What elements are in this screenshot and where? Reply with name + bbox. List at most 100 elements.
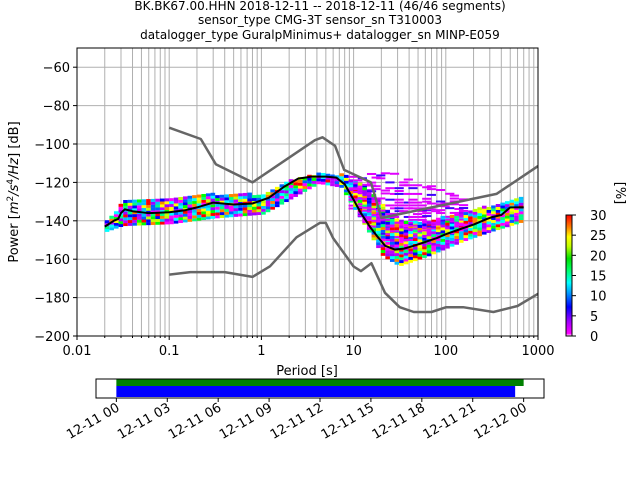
density-cell (192, 209, 197, 213)
density-cell (371, 234, 377, 238)
density-cell (380, 206, 386, 210)
density-cell (302, 180, 308, 184)
density-cell (431, 234, 436, 238)
density-cell (389, 253, 395, 257)
density-cell (169, 198, 174, 202)
density-cell (288, 190, 294, 194)
density-cell (454, 215, 459, 219)
density-cell (472, 226, 478, 230)
density-cell (412, 246, 418, 250)
density-cell (472, 208, 478, 212)
density-cell (445, 228, 450, 232)
density-cell (514, 218, 519, 222)
density-cell (389, 258, 395, 262)
density-cell (141, 216, 147, 220)
density-cell (136, 216, 142, 220)
density-cell (118, 203, 124, 207)
density-cell (454, 227, 459, 231)
timeline-tick-label: 12-12 00 (472, 400, 530, 442)
y-tick-label: −120 (34, 176, 70, 191)
density-cell (440, 238, 446, 242)
density-cell (385, 247, 390, 251)
density-cell (514, 209, 519, 213)
density-cell (518, 208, 524, 212)
density-cell (353, 206, 358, 210)
density-cell (385, 204, 395, 207)
density-cell (403, 241, 409, 245)
density-cell (454, 241, 459, 245)
density-cell (445, 225, 450, 229)
density-cell (109, 224, 114, 228)
density-cell (403, 249, 409, 253)
density-cell (330, 183, 335, 187)
density-cell (385, 241, 390, 245)
density-cell (486, 206, 492, 210)
density-cell (205, 207, 211, 211)
density-cell (173, 200, 179, 204)
density-cell (389, 250, 395, 254)
density-cell (330, 174, 335, 178)
density-cell (348, 179, 354, 183)
density-cell (376, 177, 386, 180)
density-cell (307, 177, 312, 181)
density-cell (380, 224, 386, 228)
density-cell (293, 185, 298, 189)
density-cell (201, 196, 206, 200)
density-cell (468, 216, 473, 220)
density-cell (159, 218, 165, 222)
density-cell (362, 210, 367, 214)
density-cell (417, 256, 423, 260)
density-cell (408, 251, 413, 255)
density-cell (435, 212, 446, 215)
density-cell (136, 222, 142, 226)
density-cell (449, 229, 455, 233)
density-cell (261, 200, 266, 204)
density-cell (486, 221, 492, 225)
density-cell (141, 207, 147, 211)
density-cell (412, 201, 423, 204)
density-cell (426, 208, 436, 211)
density-cell (113, 222, 119, 226)
density-cell (399, 204, 409, 207)
density-cell (104, 220, 110, 224)
density-cell (247, 198, 252, 202)
density-cell (155, 198, 160, 202)
density-cell (210, 198, 216, 202)
density-cell (348, 185, 354, 189)
density-cell (449, 226, 455, 230)
density-cell (431, 239, 436, 243)
density-cell (247, 192, 252, 196)
density-cell (486, 218, 492, 222)
density-cell (495, 221, 501, 225)
density-cell (495, 224, 501, 228)
density-cell (196, 211, 202, 215)
density-cell (132, 216, 137, 220)
density-cell (440, 227, 446, 231)
density-cell (477, 224, 482, 228)
density-cell (481, 220, 487, 224)
density-cell (435, 226, 441, 230)
density-cell (440, 215, 446, 219)
density-cell (376, 174, 386, 177)
density-cell (362, 213, 367, 217)
density-cell (270, 189, 275, 193)
x-tick-label: 100 (433, 344, 458, 359)
density-cell (316, 178, 321, 182)
density-cell (463, 220, 469, 224)
density-cell (265, 200, 271, 204)
density-cell (458, 234, 464, 238)
density-cell (215, 195, 220, 199)
density-cell (353, 192, 358, 196)
density-cell (408, 222, 413, 226)
density-cell (182, 219, 188, 223)
density-cell (394, 244, 400, 248)
density-cell (210, 212, 216, 216)
density-cell (123, 200, 128, 204)
density-cell (394, 238, 400, 242)
density-cell (417, 239, 423, 243)
density-cell (389, 235, 395, 239)
density-cell (504, 201, 510, 205)
density-cell (408, 242, 413, 246)
density-cell (366, 229, 372, 233)
density-cell (376, 233, 381, 237)
